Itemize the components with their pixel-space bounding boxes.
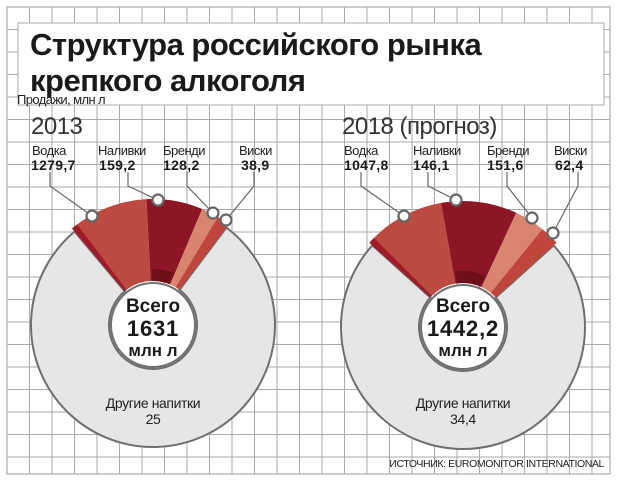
- callout-line-vodka: [49, 172, 93, 217]
- segment-nalivki: [146, 199, 203, 285]
- year-label: 2018 (прогноз): [342, 113, 497, 140]
- segment-nalivki-inner: [455, 271, 485, 287]
- label-brendi: Бренди: [487, 143, 529, 158]
- callout-line-viski: [552, 172, 579, 234]
- callout-line-nalivki: [427, 172, 457, 201]
- other-label: Другие напитки: [106, 395, 200, 411]
- callout-line-viski: [225, 172, 255, 221]
- label-vodka: Водка: [32, 143, 67, 158]
- callout-line-brendi: [186, 172, 214, 214]
- segment-other: [340, 243, 586, 450]
- center-circle: [110, 282, 196, 368]
- label-brendi: Бренди: [163, 143, 205, 158]
- callout-line-brendi: [506, 172, 533, 219]
- segment-other: [30, 226, 276, 448]
- segment-brendi: [170, 209, 218, 288]
- value-nalivki: 159,2: [99, 157, 136, 173]
- title-line-2: крепкого алкоголя: [30, 63, 305, 98]
- callout-line-nalivki: [127, 172, 159, 201]
- value-viski: 62,4: [555, 157, 583, 173]
- value-viski: 38,9: [241, 157, 269, 173]
- value-brendi: 128,2: [163, 157, 200, 173]
- callout-line-vodka: [360, 172, 405, 217]
- segment-viski: [490, 229, 557, 298]
- segment-vodka-edge: [369, 237, 432, 298]
- callout-dot-brendi: [525, 211, 539, 225]
- center-circle: [420, 284, 506, 370]
- total-value: 1442,2: [427, 316, 499, 341]
- value-nalivki: 146,1: [413, 157, 450, 173]
- label-vodka: Водка: [344, 143, 379, 158]
- label-viski: Виски: [239, 143, 272, 158]
- total-label: Всего: [436, 296, 490, 317]
- value-brendi: 151,6: [487, 157, 524, 173]
- label-nalivki: Наливки: [413, 143, 461, 158]
- segment-brendi: [481, 212, 543, 293]
- callout-dot-vodka: [397, 209, 411, 223]
- label-viski: Виски: [554, 143, 587, 158]
- value-vodka: 1047,8: [344, 157, 389, 173]
- year-label: 2013: [31, 113, 83, 140]
- callout-dot-nalivki: [151, 193, 165, 207]
- other-value: 34,4: [450, 411, 476, 427]
- segment-nalivki: [441, 201, 517, 288]
- callout-dot-viski: [219, 213, 233, 227]
- title-box: [17, 22, 605, 106]
- title-line-1: Структура российского рынка: [30, 27, 482, 62]
- other-value: 25: [146, 411, 161, 427]
- segment-vodka: [369, 202, 456, 298]
- donut-2018: 2018 (прогноз) Водка 1047,8 Наливки 146,…: [340, 113, 588, 450]
- callout-dot-brendi: [206, 206, 220, 220]
- total-value: 1631: [127, 316, 179, 341]
- segment-nalivki-inner: [152, 269, 174, 284]
- donut-2013: 2013 Водка 1279,7 Наливки 159,2 Бренди 1…: [30, 113, 276, 448]
- other-label: Другие напитки: [416, 395, 510, 411]
- value-vodka: 1279,7: [31, 157, 76, 173]
- segment-vodka-edge: [72, 224, 127, 292]
- label-nalivki: Наливки: [98, 143, 146, 158]
- units-subtitle: Продажи, млн л: [17, 92, 105, 107]
- source-note: ИСТОЧНИК: EUROMONITOR INTERNATIONAL: [389, 458, 604, 470]
- total-unit: млн л: [438, 341, 487, 360]
- callout-dot-viski: [546, 226, 560, 240]
- callout-dot-nalivki: [449, 193, 463, 207]
- total-unit: млн л: [128, 341, 177, 360]
- callout-dot-vodka: [85, 209, 99, 223]
- total-label: Всего: [126, 296, 180, 317]
- segment-viski: [175, 216, 229, 290]
